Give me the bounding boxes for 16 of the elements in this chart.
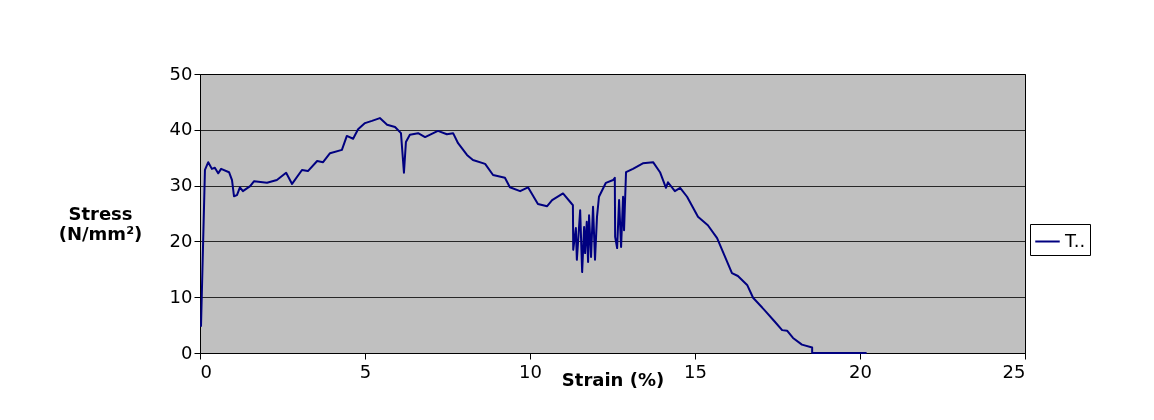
y-tick-label: 40 — [169, 118, 193, 140]
x-tick-label: 0 — [200, 360, 212, 382]
y-tick-label: 10 — [169, 285, 193, 307]
x-tick-label: 20 — [849, 360, 872, 382]
y-tick-label: 20 — [169, 229, 193, 251]
line-series — [199, 117, 868, 354]
y-axis-title: Stress (N/mm²) — [58, 202, 143, 244]
x-tick-label: 25 — [1002, 360, 1026, 382]
x-axis-title: Strain (%) — [561, 368, 665, 390]
y-tick-label: 30 — [169, 174, 193, 196]
x-tick-label: 5 — [359, 360, 372, 382]
x-tick-label: 10 — [519, 360, 542, 382]
x-tick-label: 15 — [684, 360, 707, 382]
y-tick-label: 50 — [169, 62, 193, 84]
y-tick-label: 0 — [181, 341, 193, 363]
legend-label: T.. — [1064, 229, 1086, 251]
